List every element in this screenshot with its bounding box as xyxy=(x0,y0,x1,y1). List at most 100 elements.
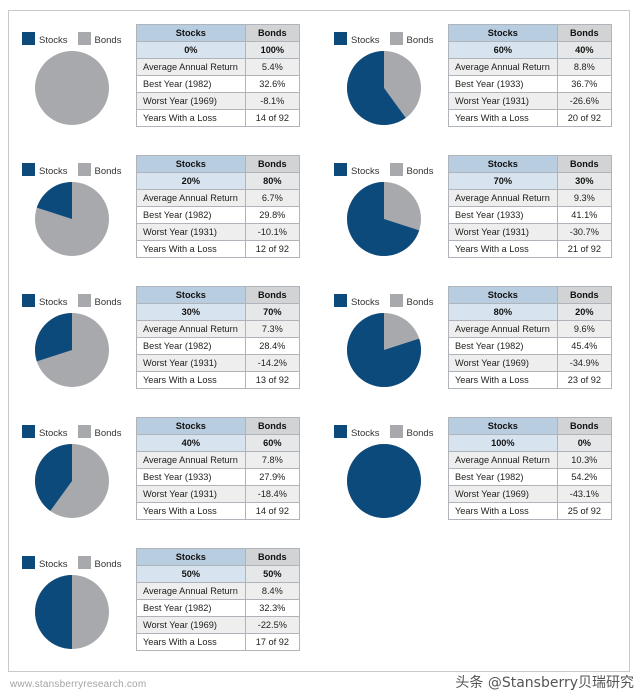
allocation-panel: Stocks Bonds Stocks Bonds 30% 70% Average Annu… xyxy=(8,270,301,389)
worst-year-value: -10.1% xyxy=(244,223,301,241)
bonds-percent: 0% xyxy=(556,434,613,452)
stocks-percent: 80% xyxy=(448,303,558,321)
avg-return-value: 10.3% xyxy=(556,451,613,469)
pie-chart xyxy=(34,574,110,650)
years-loss-label: Years With a Loss xyxy=(448,502,558,520)
worst-year-value: -22.5% xyxy=(244,616,301,634)
legend-swatch-stocks xyxy=(334,163,347,176)
legend-label-stocks: Stocks xyxy=(351,35,380,46)
table-row: Worst Year (1931) -18.4% xyxy=(136,485,301,503)
years-loss-value: 13 of 92 xyxy=(244,371,301,389)
bonds-percent: 50% xyxy=(244,565,301,583)
table-row: Best Year (1982) 32.6% xyxy=(136,75,301,93)
stats-table: Stocks Bonds 70% 30% Average Annual Return 9.… xyxy=(448,155,613,258)
table-row: Average Annual Return 6.7% xyxy=(136,189,301,207)
stats-table: Stocks Bonds 20% 80% Average Annual Return 6.… xyxy=(136,155,301,258)
avg-return-value: 9.3% xyxy=(556,189,613,207)
stats-table: Stocks Bonds 50% 50% Average Annual Return 8.… xyxy=(136,548,301,651)
years-loss-value: 25 of 92 xyxy=(556,502,613,520)
legend-swatch-bonds xyxy=(389,294,403,307)
bonds-percent: 40% xyxy=(556,41,613,59)
stocks-percent: 50% xyxy=(136,565,246,583)
best-year-label: Best Year (1933) xyxy=(448,206,558,224)
years-loss-label: Years With a Loss xyxy=(448,371,558,389)
legend-swatch-stocks xyxy=(334,32,347,45)
header-row: Stocks Bonds xyxy=(448,155,613,173)
header-bonds: Bonds xyxy=(244,24,301,42)
allocation-row: 60% 40% xyxy=(448,41,613,59)
avg-return-value: 7.8% xyxy=(244,451,301,469)
best-year-value: 32.3% xyxy=(244,599,301,617)
table-row: Best Year (1982) 28.4% xyxy=(136,337,301,355)
legend-label-bonds: Bonds xyxy=(406,166,434,177)
header-row: Stocks Bonds xyxy=(136,286,301,304)
header-stocks: Stocks xyxy=(136,548,246,566)
best-year-label: Best Year (1982) xyxy=(136,337,246,355)
table-row: Best Year (1933) 27.9% xyxy=(136,468,301,486)
best-year-value: 28.4% xyxy=(244,337,301,355)
years-loss-label: Years With a Loss xyxy=(136,371,246,389)
table-row: Best Year (1982) 32.3% xyxy=(136,599,301,617)
header-stocks: Stocks xyxy=(136,155,246,173)
stats-table: Stocks Bonds 30% 70% Average Annual Return 7.… xyxy=(136,286,301,389)
bonds-percent: 20% xyxy=(556,303,613,321)
best-year-label: Best Year (1933) xyxy=(448,75,558,93)
years-loss-value: 21 of 92 xyxy=(556,240,613,258)
pie-slice-stocks xyxy=(346,313,421,387)
header-bonds: Bonds xyxy=(556,155,613,173)
figure-frame xyxy=(8,10,630,672)
table-row: Best Year (1982) 45.4% xyxy=(448,337,613,355)
avg-return-label: Average Annual Return xyxy=(448,58,558,76)
worst-year-label: Worst Year (1969) xyxy=(448,485,558,503)
allocation-panel: Stocks Bonds Stocks Bonds 0% 100% Average Annu… xyxy=(8,8,301,127)
pie-chart xyxy=(34,181,110,257)
allocation-panel: Stocks Bonds Stocks Bonds 100% 0% Average Annu… xyxy=(320,401,613,520)
legend-swatch-stocks xyxy=(22,556,35,569)
best-year-value: 45.4% xyxy=(556,337,613,355)
header-stocks: Stocks xyxy=(448,286,558,304)
table-row: Years With a Loss 25 of 92 xyxy=(448,502,613,520)
legend-swatch-bonds xyxy=(77,32,91,45)
worst-year-value: -18.4% xyxy=(244,485,301,503)
table-row: Average Annual Return 8.8% xyxy=(448,58,613,76)
legend-swatch-bonds xyxy=(77,556,91,569)
best-year-value: 41.1% xyxy=(556,206,613,224)
avg-return-value: 8.4% xyxy=(244,582,301,600)
table-row: Best Year (1982) 54.2% xyxy=(448,468,613,486)
legend: Stocks Bonds xyxy=(22,292,131,308)
header-stocks: Stocks xyxy=(136,286,246,304)
legend-swatch-stocks xyxy=(22,32,35,45)
allocation-panel: Stocks Bonds Stocks Bonds 40% 60% Average Annu… xyxy=(8,401,301,520)
table-row: Average Annual Return 7.3% xyxy=(136,320,301,338)
years-loss-value: 20 of 92 xyxy=(556,109,613,127)
allocation-panel: Stocks Bonds Stocks Bonds 80% 20% Average Annu… xyxy=(320,270,613,389)
legend: Stocks Bonds xyxy=(334,423,443,439)
years-loss-value: 12 of 92 xyxy=(244,240,301,258)
worst-year-value: -43.1% xyxy=(556,485,613,503)
allocation-row: 80% 20% xyxy=(448,303,613,321)
worst-year-value: -26.6% xyxy=(556,92,613,110)
legend-label-stocks: Stocks xyxy=(39,428,68,439)
source-url: www.stansberryresearch.com xyxy=(10,679,147,690)
avg-return-value: 6.7% xyxy=(244,189,301,207)
table-row: Worst Year (1969) -22.5% xyxy=(136,616,301,634)
pie-slice-stocks xyxy=(36,182,72,219)
stats-table: Stocks Bonds 80% 20% Average Annual Return 9.… xyxy=(448,286,613,389)
best-year-value: 27.9% xyxy=(244,468,301,486)
pie-chart xyxy=(346,443,422,519)
avg-return-label: Average Annual Return xyxy=(136,58,246,76)
legend-swatch-bonds xyxy=(389,163,403,176)
header-stocks: Stocks xyxy=(448,24,558,42)
best-year-label: Best Year (1982) xyxy=(136,75,246,93)
years-loss-value: 14 of 92 xyxy=(244,502,301,520)
pie-slice-stocks xyxy=(346,51,406,126)
header-bonds: Bonds xyxy=(556,417,613,435)
stats-table: Stocks Bonds 40% 60% Average Annual Return 7.… xyxy=(136,417,301,520)
bonds-percent: 80% xyxy=(244,172,301,190)
legend-swatch-bonds xyxy=(389,425,403,438)
stats-table: Stocks Bonds 60% 40% Average Annual Return 8.… xyxy=(448,24,613,127)
avg-return-label: Average Annual Return xyxy=(448,451,558,469)
years-loss-label: Years With a Loss xyxy=(136,240,246,258)
table-row: Years With a Loss 13 of 92 xyxy=(136,371,301,389)
allocation-row: 20% 80% xyxy=(136,172,301,190)
